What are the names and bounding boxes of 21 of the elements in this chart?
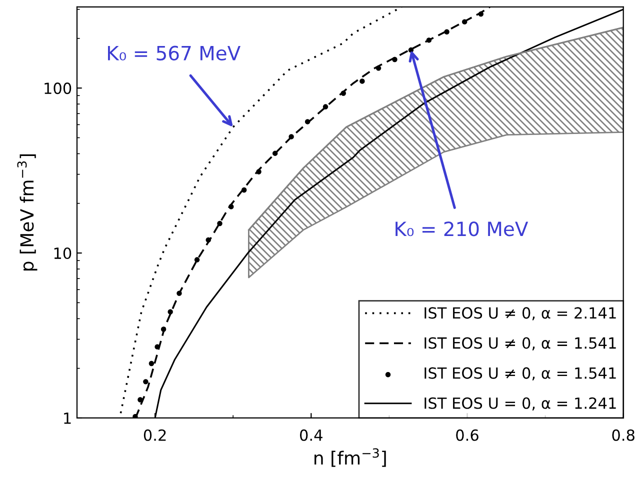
annotation: K₀ = 567 MeV: [108, 46, 240, 60]
y-tick-label: 100: [44, 82, 72, 94]
legend-label: IST EOS U ≠ 0, α = 2.141: [424, 307, 616, 320]
y-tick-label: 10: [54, 247, 72, 260]
point: [148, 360, 154, 366]
x-tick-label: 0.4: [300, 429, 322, 441]
x-axis-title: n [fm$^{−3}$]: [314, 448, 386, 467]
point: [194, 257, 200, 262]
legend-label: IST EOS U ≠ 0, α = 1.541: [424, 367, 616, 380]
y-tick-label: 1: [64, 412, 71, 424]
legend-label: IST EOS U = 0, α = 1.241: [424, 397, 616, 410]
x-tick-label: 0.8: [612, 429, 634, 441]
point: [168, 309, 173, 314]
y-axis-title: p [MeV fm$^{−3}$]: [17, 154, 38, 271]
point: [217, 220, 222, 226]
x-tick-label: 0.2: [144, 429, 166, 441]
legend-label: IST EOS U ≠ 0, α = 1.541: [424, 337, 616, 350]
x-tick-label: 0.6: [456, 429, 478, 441]
point: [360, 78, 365, 84]
annotation: K₀ = 210 MeV: [396, 222, 528, 236]
point: [143, 379, 148, 384]
